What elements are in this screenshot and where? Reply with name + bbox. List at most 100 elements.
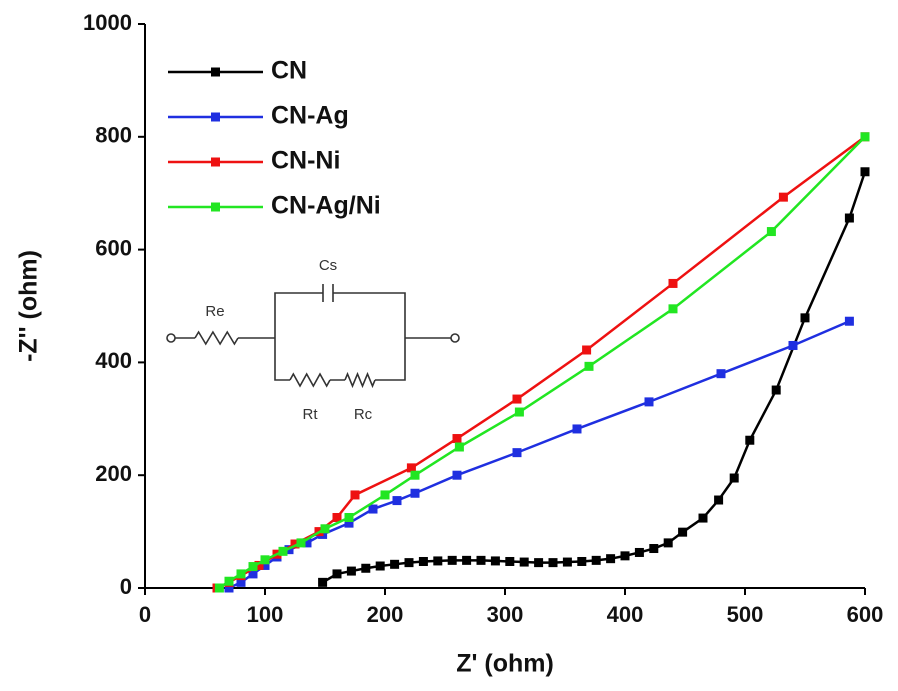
data-point	[390, 559, 400, 569]
data-point	[380, 490, 390, 500]
data-point	[745, 435, 755, 445]
legend-marker	[211, 157, 220, 167]
data-point	[512, 448, 522, 458]
data-point	[644, 397, 654, 407]
data-point	[716, 369, 726, 379]
data-point	[766, 227, 776, 237]
y-tick-label: 200	[95, 461, 132, 486]
data-point	[788, 340, 798, 350]
legend-label: CN-Ni	[271, 147, 340, 175]
data-point	[860, 167, 870, 177]
data-point	[452, 434, 462, 444]
data-point	[649, 544, 659, 554]
data-point	[663, 538, 673, 548]
data-point	[620, 551, 630, 561]
data-point	[332, 513, 342, 522]
wire	[175, 292, 451, 381]
terminal	[166, 333, 176, 343]
data-point	[361, 563, 371, 573]
x-tick-label: 500	[727, 602, 764, 627]
y-tick-label: 400	[95, 348, 132, 373]
data-point	[302, 538, 312, 548]
data-point	[577, 556, 587, 566]
capacitor	[322, 284, 334, 302]
data-point	[406, 463, 416, 473]
data-point	[771, 385, 781, 395]
data-point	[668, 278, 678, 288]
series-line	[228, 320, 850, 590]
x-tick-label: 400	[607, 602, 644, 627]
data-point	[447, 555, 457, 565]
y-axis-title: -Z'' (ohm)	[15, 250, 43, 362]
data-point	[714, 495, 724, 505]
y-tick-label: 600	[95, 235, 132, 260]
x-tick-label: 300	[487, 602, 524, 627]
x-tick-label: 600	[847, 602, 884, 627]
data-point	[344, 513, 354, 522]
circuit-label: Rc	[354, 406, 373, 423]
circuit-label: Re	[205, 303, 224, 320]
data-point	[584, 361, 594, 371]
x-tick-label: 0	[139, 602, 151, 627]
y-tick-label: 800	[95, 123, 132, 148]
data-point	[332, 569, 342, 579]
data-point	[591, 555, 601, 565]
data-point	[490, 556, 500, 566]
legend-label: CN-Ag/Ni	[271, 192, 381, 220]
resistor	[194, 330, 239, 346]
data-point	[433, 556, 443, 566]
terminal	[450, 333, 460, 343]
data-point	[278, 546, 288, 556]
data-point	[418, 556, 428, 566]
data-point	[454, 442, 464, 452]
data-point	[844, 213, 854, 223]
resistor	[289, 372, 331, 388]
data-point	[410, 488, 420, 498]
data-point	[606, 554, 616, 564]
data-point	[514, 407, 524, 417]
data-point	[562, 557, 572, 567]
data-point	[236, 577, 246, 587]
data-point	[505, 556, 515, 566]
data-point	[224, 583, 234, 593]
data-point	[582, 345, 592, 355]
y-tick-label: 0	[120, 574, 132, 599]
data-point	[320, 524, 330, 534]
data-point	[452, 470, 462, 480]
data-point	[350, 490, 360, 500]
resistor	[344, 371, 376, 389]
data-point	[260, 560, 270, 570]
data-point	[668, 304, 678, 314]
data-point	[729, 473, 739, 483]
data-point	[634, 547, 644, 557]
data-point	[260, 555, 270, 565]
circuit-label: Cs	[319, 257, 337, 274]
legend-label: CN	[271, 57, 307, 85]
data-point	[254, 560, 264, 570]
data-point	[512, 394, 522, 404]
data-point	[410, 470, 420, 480]
legend-marker	[211, 67, 220, 77]
series-line	[321, 171, 867, 584]
data-point	[844, 316, 854, 326]
x-tick-label: 100	[247, 602, 284, 627]
data-point	[534, 558, 544, 568]
data-point	[375, 561, 385, 571]
data-point	[572, 424, 582, 434]
data-point	[248, 562, 258, 572]
data-point	[248, 569, 258, 579]
data-point	[236, 569, 246, 579]
data-point	[404, 558, 414, 568]
circuit-diagram	[166, 284, 460, 389]
legend-marker	[211, 112, 220, 122]
data-point	[476, 555, 486, 565]
circuit-label: Rt	[303, 406, 319, 423]
data-point	[296, 538, 306, 548]
legend-marker	[211, 202, 220, 212]
x-tick-label: 200	[367, 602, 404, 627]
data-point	[214, 583, 224, 593]
data-point	[346, 566, 356, 576]
data-point	[519, 557, 529, 567]
data-point	[290, 539, 300, 549]
